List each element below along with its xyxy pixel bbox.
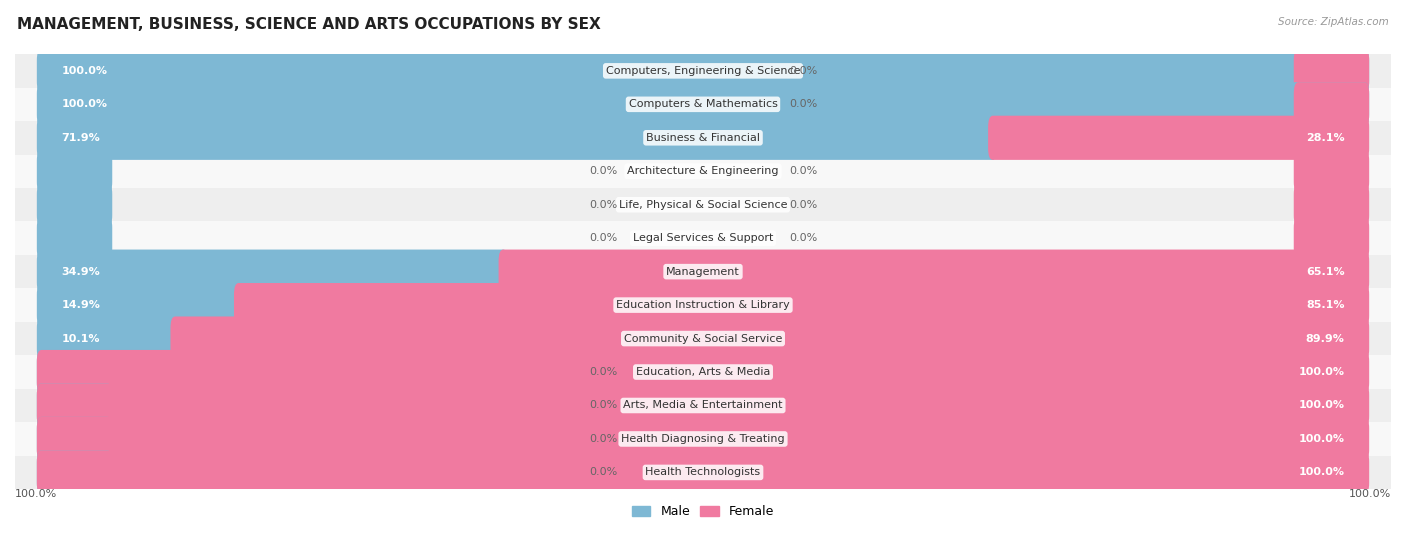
Text: 100.0%: 100.0% — [1299, 367, 1344, 377]
Bar — [15, 88, 1391, 121]
Text: 0.0%: 0.0% — [589, 200, 617, 210]
FancyBboxPatch shape — [37, 350, 112, 394]
Text: 14.9%: 14.9% — [62, 300, 100, 310]
Text: 85.1%: 85.1% — [1306, 300, 1344, 310]
Bar — [15, 456, 1391, 489]
Text: 100.0%: 100.0% — [62, 66, 107, 76]
Bar — [15, 322, 1391, 356]
FancyBboxPatch shape — [37, 149, 112, 193]
Text: 0.0%: 0.0% — [589, 400, 617, 410]
FancyBboxPatch shape — [37, 116, 997, 160]
FancyBboxPatch shape — [37, 451, 112, 495]
FancyBboxPatch shape — [499, 249, 1369, 293]
Text: 100.0%: 100.0% — [1299, 467, 1344, 477]
FancyBboxPatch shape — [37, 383, 1369, 428]
Text: 34.9%: 34.9% — [62, 267, 100, 277]
Text: 10.1%: 10.1% — [62, 334, 100, 344]
Bar — [15, 221, 1391, 255]
Text: 0.0%: 0.0% — [789, 66, 817, 76]
Text: 0.0%: 0.0% — [589, 233, 617, 243]
Text: 100.0%: 100.0% — [1299, 400, 1344, 410]
Text: 0.0%: 0.0% — [589, 367, 617, 377]
Text: Management: Management — [666, 267, 740, 277]
Text: Education, Arts & Media: Education, Arts & Media — [636, 367, 770, 377]
FancyBboxPatch shape — [988, 116, 1369, 160]
FancyBboxPatch shape — [233, 283, 1369, 327]
Text: 0.0%: 0.0% — [589, 166, 617, 176]
Text: Business & Financial: Business & Financial — [645, 133, 761, 143]
Text: Health Technologists: Health Technologists — [645, 467, 761, 477]
Bar — [15, 288, 1391, 322]
Text: 100.0%: 100.0% — [1299, 434, 1344, 444]
Bar — [15, 154, 1391, 188]
Text: Health Diagnosing & Treating: Health Diagnosing & Treating — [621, 434, 785, 444]
Text: 89.9%: 89.9% — [1306, 334, 1344, 344]
Bar — [15, 188, 1391, 221]
FancyBboxPatch shape — [1294, 149, 1369, 193]
FancyBboxPatch shape — [37, 417, 112, 461]
Bar — [15, 54, 1391, 88]
Text: 0.0%: 0.0% — [789, 166, 817, 176]
Text: Arts, Media & Entertainment: Arts, Media & Entertainment — [623, 400, 783, 410]
Bar — [15, 121, 1391, 154]
FancyBboxPatch shape — [1294, 49, 1369, 93]
Bar — [15, 389, 1391, 422]
Text: 0.0%: 0.0% — [789, 100, 817, 110]
Text: Source: ZipAtlas.com: Source: ZipAtlas.com — [1278, 17, 1389, 27]
Bar — [15, 356, 1391, 389]
FancyBboxPatch shape — [37, 249, 508, 293]
Text: Legal Services & Support: Legal Services & Support — [633, 233, 773, 243]
FancyBboxPatch shape — [37, 383, 112, 428]
FancyBboxPatch shape — [37, 417, 1369, 461]
Text: Community & Social Service: Community & Social Service — [624, 334, 782, 344]
Text: 100.0%: 100.0% — [15, 489, 58, 499]
Text: 0.0%: 0.0% — [589, 467, 617, 477]
Text: 28.1%: 28.1% — [1306, 133, 1344, 143]
Legend: Male, Female: Male, Female — [628, 501, 778, 522]
FancyBboxPatch shape — [37, 216, 112, 260]
Text: 0.0%: 0.0% — [789, 200, 817, 210]
Text: 0.0%: 0.0% — [789, 233, 817, 243]
FancyBboxPatch shape — [37, 350, 1369, 394]
FancyBboxPatch shape — [37, 49, 1369, 93]
FancyBboxPatch shape — [170, 316, 1369, 361]
Text: 71.9%: 71.9% — [62, 133, 100, 143]
Text: 0.0%: 0.0% — [589, 434, 617, 444]
FancyBboxPatch shape — [37, 283, 243, 327]
Text: Life, Physical & Social Science: Life, Physical & Social Science — [619, 200, 787, 210]
FancyBboxPatch shape — [37, 183, 112, 227]
FancyBboxPatch shape — [1294, 216, 1369, 260]
Text: Computers & Mathematics: Computers & Mathematics — [628, 100, 778, 110]
FancyBboxPatch shape — [1294, 82, 1369, 126]
Bar — [15, 255, 1391, 288]
FancyBboxPatch shape — [1294, 183, 1369, 227]
Text: Computers, Engineering & Science: Computers, Engineering & Science — [606, 66, 800, 76]
Text: 100.0%: 100.0% — [1348, 489, 1391, 499]
Text: 65.1%: 65.1% — [1306, 267, 1344, 277]
FancyBboxPatch shape — [37, 316, 180, 361]
FancyBboxPatch shape — [37, 82, 1369, 126]
Text: 100.0%: 100.0% — [62, 100, 107, 110]
Bar — [15, 422, 1391, 456]
FancyBboxPatch shape — [37, 451, 1369, 495]
Text: MANAGEMENT, BUSINESS, SCIENCE AND ARTS OCCUPATIONS BY SEX: MANAGEMENT, BUSINESS, SCIENCE AND ARTS O… — [17, 17, 600, 32]
Text: Education Instruction & Library: Education Instruction & Library — [616, 300, 790, 310]
Text: Architecture & Engineering: Architecture & Engineering — [627, 166, 779, 176]
